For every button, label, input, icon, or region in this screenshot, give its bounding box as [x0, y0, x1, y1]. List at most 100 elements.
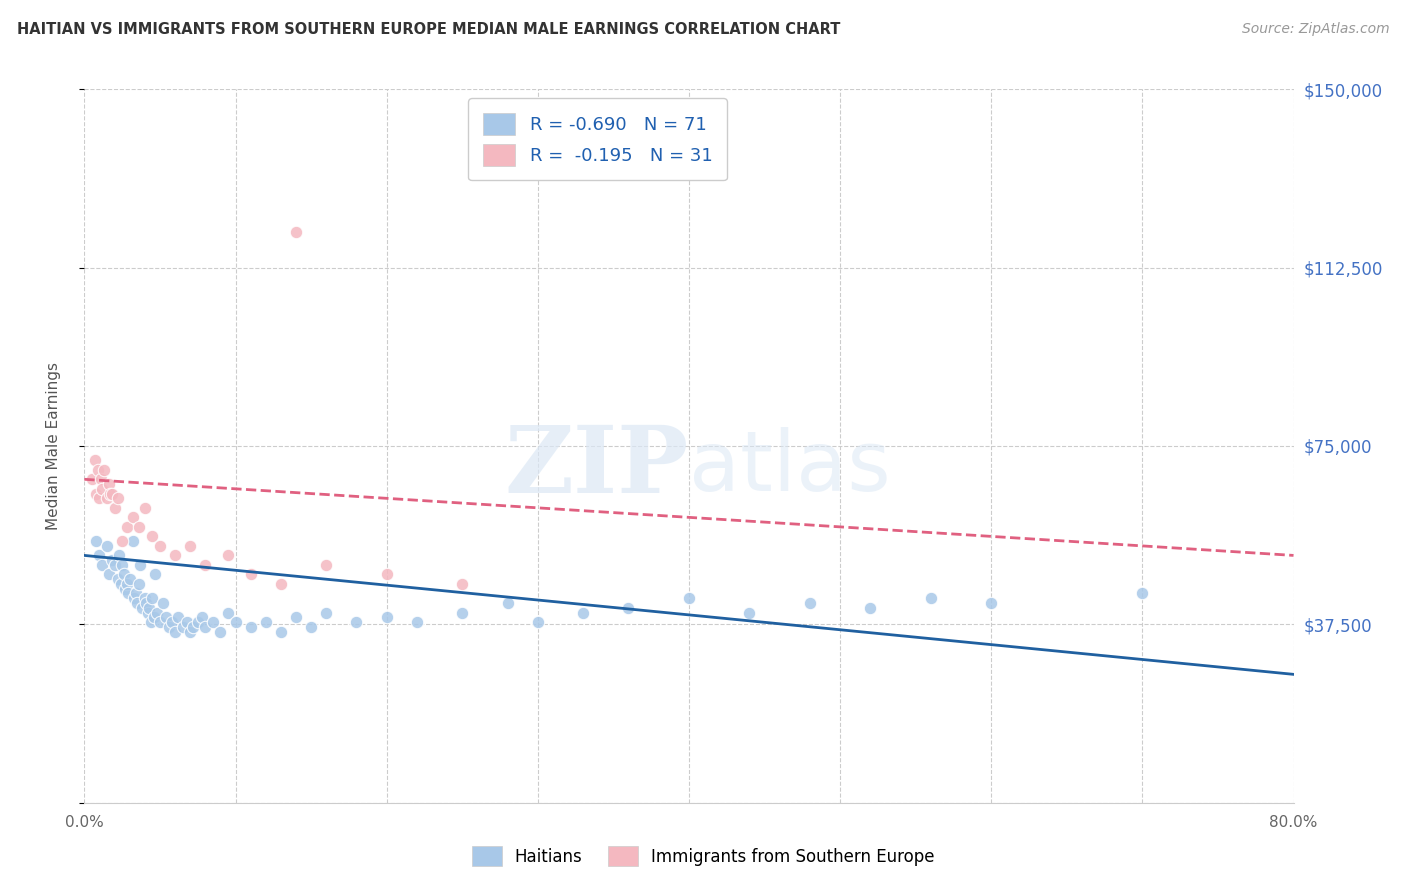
Point [84, 453, 107, 467]
Point [225, 615, 247, 629]
Point [239, 567, 262, 582]
Point [239, 620, 262, 634]
Point [110, 577, 132, 591]
Point [799, 596, 821, 610]
Point [134, 591, 156, 606]
Point [135, 596, 157, 610]
Point [167, 610, 190, 624]
Point [315, 558, 337, 572]
Point [125, 586, 148, 600]
Point [107, 572, 129, 586]
Point [121, 534, 143, 549]
Point [136, 606, 159, 620]
Point [176, 615, 198, 629]
Point [270, 624, 292, 639]
Legend: R = -0.690   N = 71, R =  -0.195   N = 31: R = -0.690 N = 71, R = -0.195 N = 31 [468, 98, 727, 180]
Point [375, 610, 398, 624]
Point [165, 624, 187, 639]
Point [121, 510, 143, 524]
Point [315, 606, 337, 620]
Point [496, 596, 519, 610]
Point [299, 620, 322, 634]
Point [152, 596, 174, 610]
Point [131, 600, 153, 615]
Point [100, 486, 122, 500]
Point [93, 463, 115, 477]
Point [80, 472, 103, 486]
Point [128, 520, 150, 534]
Point [128, 577, 150, 591]
Legend: Haitians, Immigrants from Southern Europe: Haitians, Immigrants from Southern Europ… [463, 838, 943, 875]
Point [86, 534, 108, 549]
Point [89, 491, 111, 506]
Point [179, 624, 201, 639]
Point [86, 486, 108, 500]
Point [285, 610, 308, 624]
Point [141, 529, 163, 543]
Point [451, 606, 474, 620]
Point [375, 567, 398, 582]
Point [91, 482, 114, 496]
Point [111, 558, 134, 572]
Point [114, 582, 136, 596]
Point [104, 558, 127, 572]
Point [859, 600, 882, 615]
Point [96, 539, 118, 553]
Point [217, 549, 239, 563]
Point [194, 620, 217, 634]
Point [155, 610, 177, 624]
Point [187, 615, 209, 629]
Point [201, 615, 224, 629]
Point [138, 600, 160, 615]
Point [117, 586, 139, 600]
Point [141, 591, 163, 606]
Text: ZIP: ZIP [505, 423, 689, 512]
Point [572, 606, 595, 620]
Point [160, 615, 183, 629]
Point [172, 620, 194, 634]
Point [127, 596, 149, 610]
Point [738, 606, 761, 620]
Point [209, 624, 232, 639]
Point [270, 577, 292, 591]
Point [100, 553, 122, 567]
Point [181, 620, 204, 634]
Point [285, 225, 308, 239]
Point [112, 567, 135, 582]
Point [149, 539, 172, 553]
Point [1130, 586, 1153, 600]
Point [980, 596, 1002, 610]
Point [678, 591, 700, 606]
Point [149, 615, 172, 629]
Point [104, 500, 127, 515]
Point [217, 606, 239, 620]
Point [98, 486, 121, 500]
Point [87, 463, 110, 477]
Point [920, 591, 942, 606]
Point [134, 500, 156, 515]
Point [111, 534, 134, 549]
Point [139, 615, 162, 629]
Point [157, 620, 180, 634]
Point [107, 491, 129, 506]
Text: atlas: atlas [689, 427, 890, 508]
Point [122, 591, 145, 606]
Point [617, 600, 640, 615]
Point [254, 615, 277, 629]
Point [179, 539, 201, 553]
Point [118, 572, 141, 586]
Point [194, 558, 217, 572]
Point [115, 577, 138, 591]
Point [97, 477, 120, 491]
Point [91, 558, 114, 572]
Point [108, 549, 131, 563]
Point [129, 558, 152, 572]
Point [527, 615, 550, 629]
Text: Source: ZipAtlas.com: Source: ZipAtlas.com [1241, 22, 1389, 37]
Point [346, 615, 368, 629]
Point [97, 567, 120, 582]
Point [96, 491, 118, 506]
Point [145, 567, 167, 582]
Point [90, 472, 112, 486]
Text: HAITIAN VS IMMIGRANTS FROM SOUTHERN EUROPE MEDIAN MALE EARNINGS CORRELATION CHAR: HAITIAN VS IMMIGRANTS FROM SOUTHERN EURO… [17, 22, 841, 37]
